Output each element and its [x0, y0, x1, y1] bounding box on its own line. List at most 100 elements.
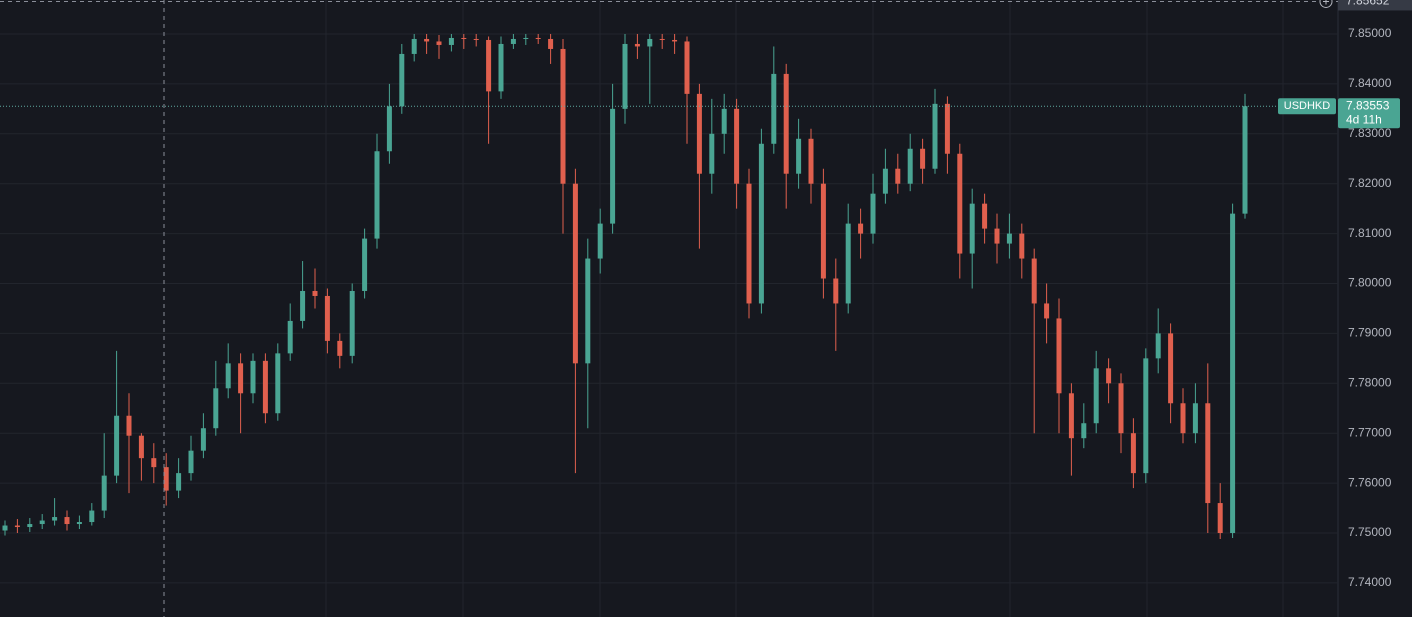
candle-body [138, 435, 144, 459]
y-tick-label: 7.76000 [1348, 475, 1392, 489]
candle-body [833, 278, 839, 304]
candle-body [27, 524, 33, 528]
candle-body [2, 525, 8, 531]
candle-body [1192, 403, 1198, 434]
candle-body [1093, 368, 1099, 424]
candle-body [1242, 106, 1248, 214]
y-tick-label: 7.81000 [1348, 226, 1392, 240]
candle-body [126, 415, 132, 436]
candle-body [659, 38, 665, 40]
candle-body [1031, 258, 1037, 304]
crosshair-label-box [1338, 0, 1412, 11]
candle-body [994, 228, 1000, 244]
y-tick-label: 7.75000 [1348, 525, 1392, 539]
countdown-label: 4d 11h [1346, 112, 1382, 126]
candle-body [238, 363, 244, 394]
candle-body [1006, 233, 1012, 244]
candle-body [213, 388, 219, 429]
candle-body [684, 41, 690, 94]
symbol-label-box [1278, 98, 1336, 115]
candle-body [510, 38, 516, 44]
candle-body [300, 290, 306, 321]
candle-body [473, 38, 479, 40]
candle-body [634, 43, 640, 47]
candle-body [622, 43, 628, 109]
candle-body [436, 41, 442, 45]
candle-body [920, 148, 926, 169]
candle-body [498, 43, 504, 92]
candle-body [572, 183, 578, 364]
candle-body [969, 203, 975, 254]
candle-body [548, 38, 554, 49]
candle-body [982, 203, 988, 229]
candle-body [585, 258, 591, 364]
candle-body [1019, 233, 1025, 259]
y-tick-label: 7.77000 [1348, 425, 1392, 439]
candle-body [560, 48, 566, 184]
candle-body [151, 458, 157, 468]
candle-body [907, 148, 913, 184]
symbol-label: USDHKD [1284, 100, 1331, 112]
candle-body [1130, 433, 1136, 474]
candle-body [1118, 383, 1124, 434]
candle-body [461, 37, 467, 39]
candle-body [1180, 403, 1186, 434]
candle-body [188, 450, 194, 474]
y-tick-label: 7.74000 [1348, 575, 1392, 589]
candle-body [610, 108, 616, 224]
candle-body [411, 38, 417, 54]
y-tick-label: 7.82000 [1348, 176, 1392, 190]
candle-body [1217, 503, 1223, 534]
candle-body [312, 290, 318, 296]
candle-body [225, 363, 231, 389]
candle-body [820, 183, 826, 279]
candle-body [746, 183, 752, 304]
candle-body [486, 39, 492, 92]
last-price-label: 7.83553 [1346, 98, 1390, 112]
candle-body [696, 93, 702, 174]
candle-body [89, 510, 95, 523]
candle-body [535, 37, 541, 39]
candle-body [1106, 368, 1112, 384]
candle-body [858, 223, 864, 234]
y-tick-label: 7.85000 [1348, 26, 1392, 40]
y-tick-label: 7.84000 [1348, 76, 1392, 90]
candle-body [349, 290, 355, 356]
y-tick-label: 7.80000 [1348, 276, 1392, 290]
candle-body [771, 73, 777, 144]
candle-body [262, 360, 268, 414]
candle-body [176, 473, 182, 491]
candle-body [721, 108, 727, 134]
candle-body [882, 168, 888, 194]
candle-body [758, 143, 764, 304]
candle-body [944, 103, 950, 154]
candle-body [448, 37, 454, 45]
candle-body [250, 360, 256, 394]
candle-body [1168, 333, 1174, 404]
candle-body [957, 153, 963, 254]
candle-body [1068, 393, 1074, 439]
candle-body [647, 38, 653, 47]
y-tick-label: 7.83000 [1348, 126, 1392, 140]
candle-body [1205, 403, 1211, 504]
candle-body [374, 151, 380, 239]
crosshair-plus-icon [1323, 0, 1329, 5]
candle-body [324, 295, 330, 341]
candle-body [362, 238, 368, 291]
candle-body [337, 340, 343, 356]
candle-body [1044, 303, 1050, 319]
candle-body [200, 428, 206, 451]
candle-body [796, 138, 802, 174]
y-tick-label: 7.78000 [1348, 375, 1392, 389]
candle-body [1155, 333, 1161, 359]
candle-body [870, 193, 876, 234]
candle-body [672, 39, 678, 42]
candle-body [523, 37, 529, 39]
candle-body [76, 522, 82, 525]
candle-body [386, 106, 392, 152]
candle-body [101, 475, 107, 511]
candle-body [114, 415, 120, 476]
candle-body [1230, 213, 1236, 534]
